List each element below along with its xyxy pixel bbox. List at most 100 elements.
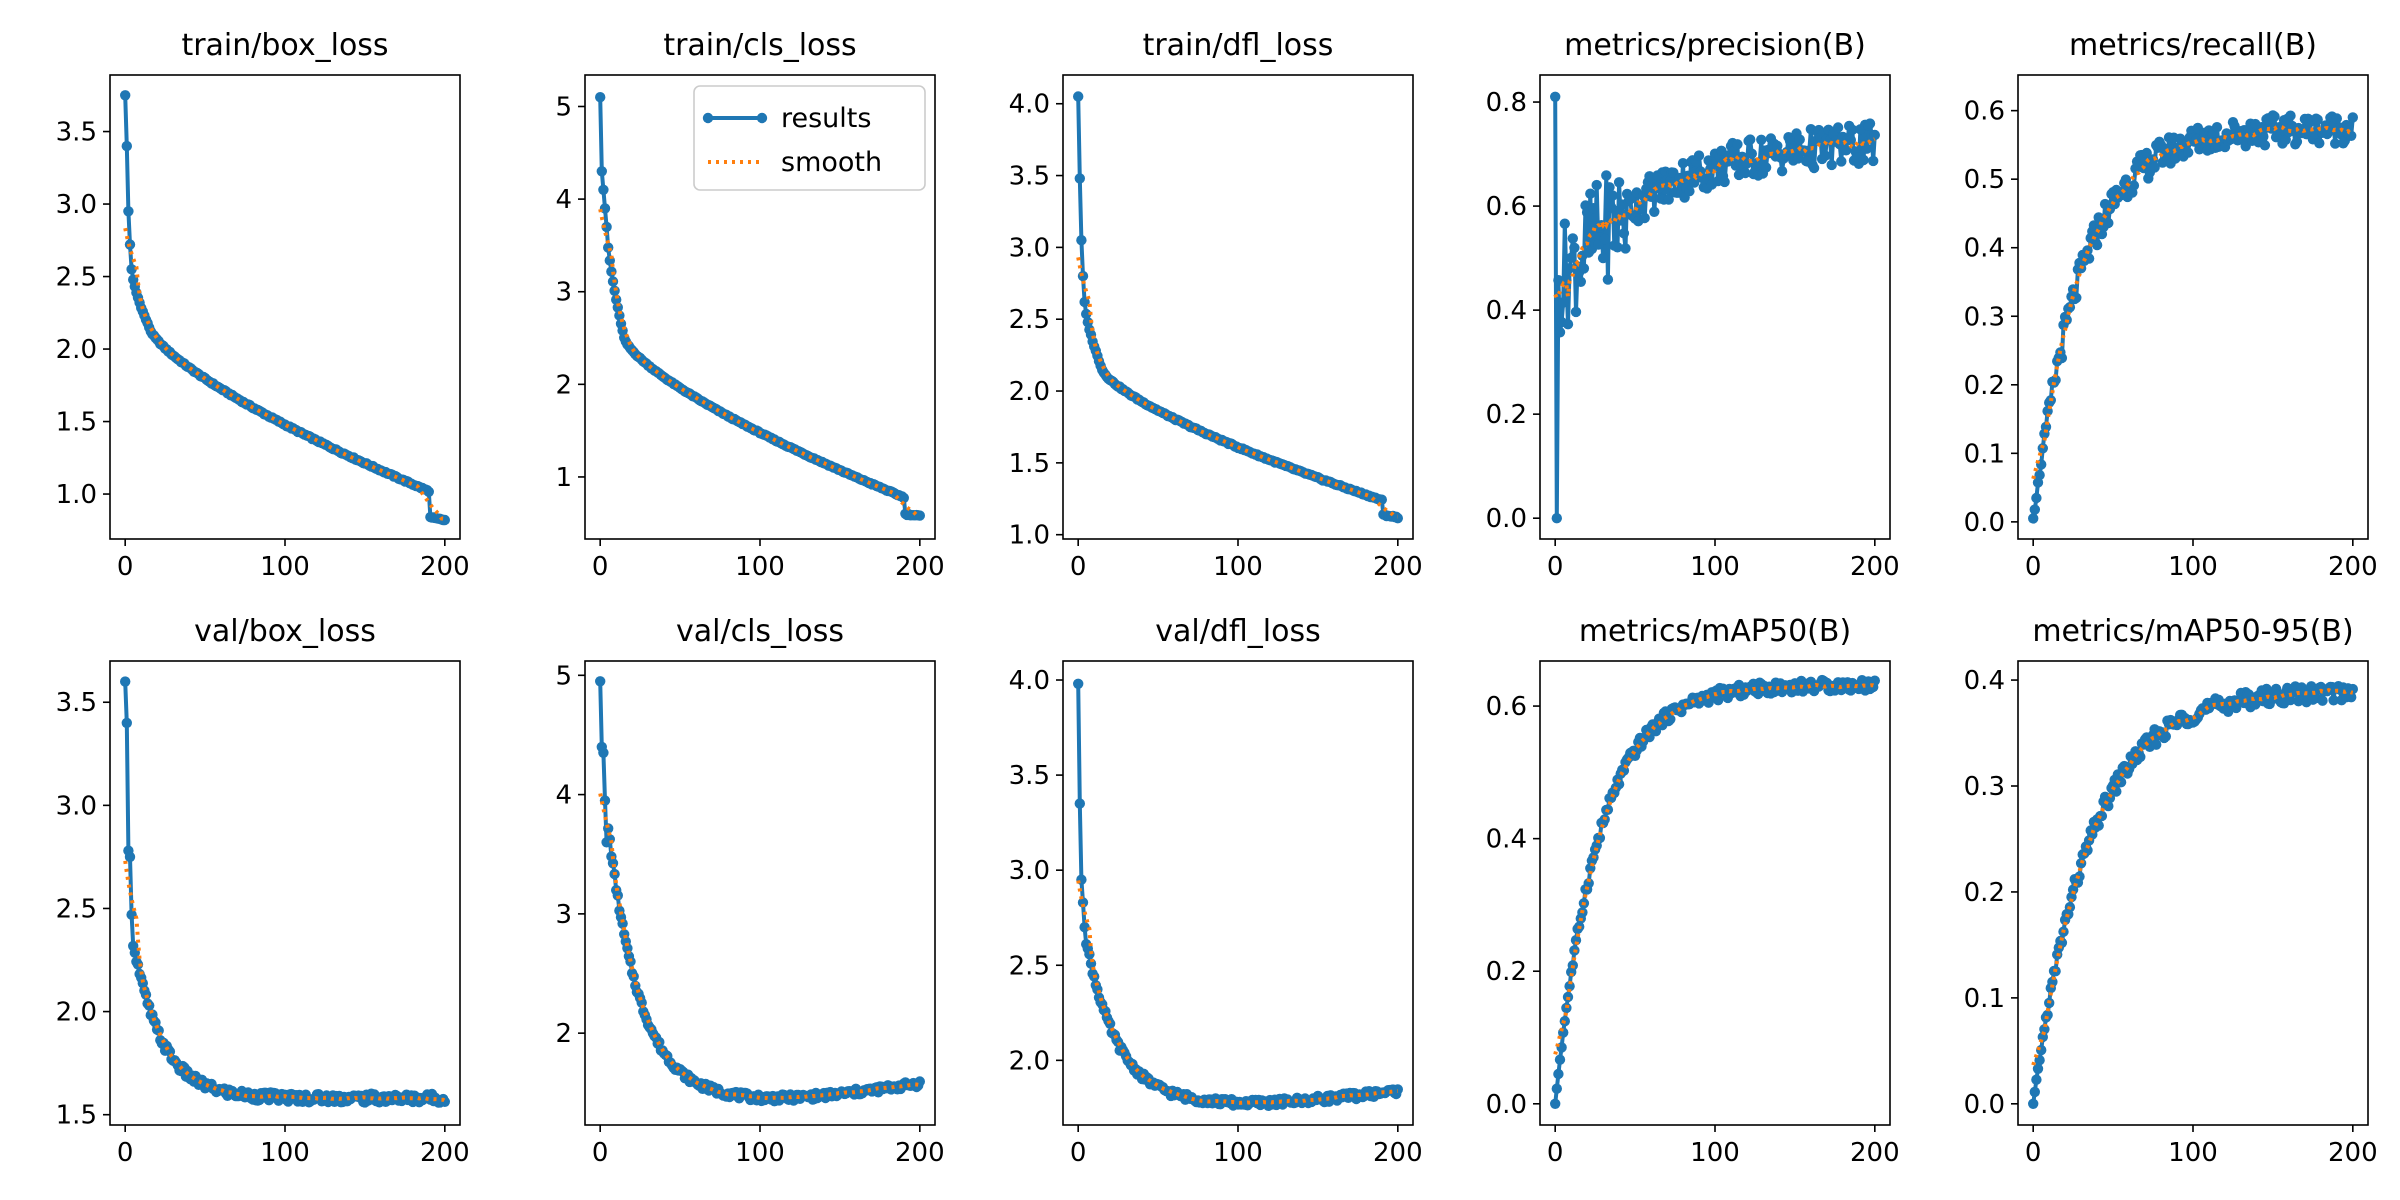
legend: results smooth bbox=[693, 85, 926, 191]
axes-frame bbox=[1539, 660, 1891, 1126]
legend-results-marker bbox=[702, 112, 714, 124]
smooth-line bbox=[123, 860, 446, 1103]
x-tick-label: 200 bbox=[1850, 1138, 1900, 1168]
results-point bbox=[423, 486, 434, 497]
results-point bbox=[1566, 252, 1577, 263]
y-tick-label: 3.0 bbox=[1009, 233, 1050, 263]
plot-area bbox=[120, 676, 450, 1108]
x-tick-label: 0 bbox=[1070, 552, 1087, 582]
results-point bbox=[1776, 166, 1788, 177]
y-tick-label: 2 bbox=[555, 1019, 572, 1049]
results-point bbox=[1639, 212, 1650, 224]
y-tick-label: 1.5 bbox=[1009, 449, 1050, 479]
y-tick-label: 2 bbox=[555, 370, 572, 400]
results-line bbox=[2031, 113, 2355, 519]
results-point bbox=[1607, 190, 1618, 201]
results-point bbox=[120, 676, 131, 687]
results-point bbox=[1076, 235, 1087, 246]
results-point bbox=[1864, 118, 1876, 129]
y-tick-label: 0.2 bbox=[1964, 371, 2005, 401]
smooth-line bbox=[598, 793, 920, 1101]
y-tick-label: 0.2 bbox=[1964, 878, 2005, 908]
x-tick-label: 0 bbox=[117, 552, 134, 582]
y-tick-label: 5 bbox=[555, 661, 572, 691]
y-tick-label: 5 bbox=[555, 92, 572, 122]
results-point bbox=[2075, 858, 2087, 869]
results-point bbox=[2091, 239, 2103, 251]
results-point bbox=[598, 747, 609, 758]
results-point bbox=[2331, 113, 2342, 124]
smooth-line bbox=[1553, 682, 1876, 1055]
results-line bbox=[1553, 678, 1877, 1105]
x-tick-label: 100 bbox=[1690, 1138, 1740, 1168]
results-line bbox=[123, 95, 446, 522]
results-markers bbox=[1073, 91, 1404, 524]
x-tick-label: 200 bbox=[420, 1138, 470, 1168]
results-point bbox=[1084, 949, 1095, 960]
results-point bbox=[2141, 147, 2152, 159]
results-point bbox=[1693, 150, 1705, 161]
results-markers bbox=[595, 676, 925, 1107]
results-point bbox=[1684, 186, 1695, 197]
results-point bbox=[1649, 206, 1660, 217]
results-point bbox=[1550, 1098, 1561, 1110]
y-tick-label: 3.0 bbox=[56, 190, 97, 220]
subplot-title: train/cls_loss bbox=[663, 28, 856, 63]
results-line bbox=[1076, 683, 1400, 1108]
results-point bbox=[2312, 114, 2323, 125]
results-point bbox=[132, 959, 144, 970]
results-markers bbox=[1073, 678, 1404, 1112]
subplot-9: metrics/mAP50(B) 0 100 200 0.0 0.2 0.4 0.6 bbox=[1486, 614, 1900, 1168]
subplot-title: metrics/mAP50(B) bbox=[1579, 614, 1851, 649]
legend-box bbox=[693, 85, 926, 191]
results-point bbox=[1588, 203, 1599, 214]
axes-frame bbox=[109, 660, 461, 1126]
results-markers bbox=[1550, 91, 1881, 524]
plot-area bbox=[1550, 91, 1881, 524]
results-point bbox=[2341, 119, 2352, 131]
results-point bbox=[1569, 242, 1580, 253]
results-point bbox=[2160, 731, 2171, 742]
results-point bbox=[599, 203, 611, 214]
y-tick-label: 4.0 bbox=[1009, 90, 1050, 120]
results-point bbox=[2347, 683, 2358, 695]
results-point bbox=[2034, 469, 2045, 481]
results-point bbox=[1074, 173, 1086, 184]
y-tick-label: 2.0 bbox=[56, 335, 97, 365]
results-point bbox=[2028, 513, 2039, 524]
y-tick-label: 0.8 bbox=[1486, 88, 1527, 118]
plot-area bbox=[2028, 681, 2358, 1110]
results-point bbox=[1820, 150, 1831, 161]
y-tick-label: 3.5 bbox=[56, 118, 97, 148]
results-point bbox=[2029, 1086, 2041, 1098]
subplot-title: val/dfl_loss bbox=[1155, 614, 1320, 649]
y-tick-label: 2.5 bbox=[56, 894, 97, 924]
results-point bbox=[2031, 1074, 2042, 1085]
y-tick-label: 1.5 bbox=[56, 1101, 97, 1131]
results-point bbox=[2151, 739, 2162, 750]
results-markers bbox=[120, 676, 450, 1108]
results-point bbox=[2280, 134, 2291, 145]
y-tick-label: 2.5 bbox=[1009, 951, 1050, 981]
x-tick-label: 200 bbox=[420, 552, 470, 582]
results-point bbox=[2082, 245, 2093, 256]
subplot-title: val/box_loss bbox=[194, 614, 376, 649]
x-tick-label: 0 bbox=[1547, 1138, 1564, 1168]
smooth-line bbox=[2031, 124, 2354, 480]
results-point bbox=[2314, 138, 2325, 149]
x-tick-label: 100 bbox=[1213, 552, 1263, 582]
results-point bbox=[1578, 263, 1590, 274]
results-point bbox=[1847, 124, 1858, 135]
results-point bbox=[1663, 194, 1674, 205]
plot-area bbox=[595, 92, 925, 521]
y-tick-label: 0.5 bbox=[1964, 165, 2005, 195]
results-markers bbox=[120, 90, 450, 526]
results-point bbox=[2346, 692, 2357, 703]
results-point bbox=[1553, 275, 1564, 286]
subplot-8: val/dfl_loss 0 100 200 2.0 2.5 3.0 3.5 4.0 bbox=[1009, 614, 1423, 1168]
results-point bbox=[2036, 1044, 2047, 1056]
y-tick-label: 1.0 bbox=[56, 480, 97, 510]
results-point bbox=[124, 851, 136, 863]
y-tick-label: 0.4 bbox=[1486, 296, 1527, 326]
